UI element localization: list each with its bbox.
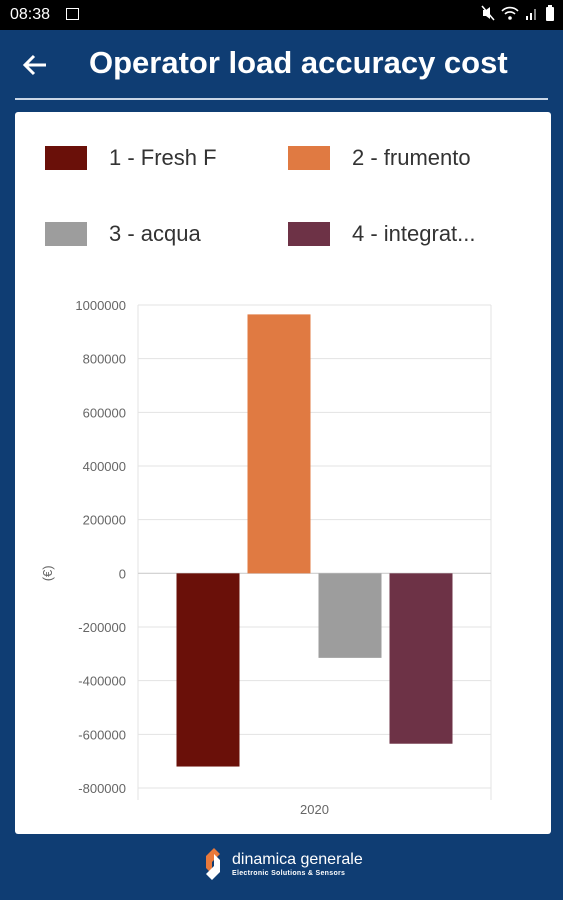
bar-1 xyxy=(176,573,240,767)
chart-card: 1 - Fresh F 2 - frumento 3 - acqua 4 - i… xyxy=(15,112,551,834)
legend-label: 2 - frumento xyxy=(352,145,471,170)
back-button[interactable] xyxy=(18,48,52,82)
y-tick-label: 800000 xyxy=(83,352,126,367)
status-icons xyxy=(481,5,555,21)
status-time: 08:38 xyxy=(10,6,51,23)
legend-item-frumento[interactable]: 2 - frumento xyxy=(288,145,471,171)
image-notification-icon xyxy=(66,8,79,20)
y-tick-label: 0 xyxy=(119,566,126,581)
y-axis-label: (€) xyxy=(40,565,55,581)
bar-chart: 1000000 800000 600000 400000 200000 0 -200000 -… xyxy=(40,298,492,817)
brand-logo: dinamica generale Electronic Solutions &… xyxy=(200,846,363,882)
y-tick-label: -200000 xyxy=(78,620,126,635)
y-tick-label: 1000000 xyxy=(75,298,126,313)
legend-label: 3 - acqua xyxy=(109,221,201,246)
legend-label: 1 - Fresh F xyxy=(109,145,217,170)
y-tick-label: 600000 xyxy=(83,405,126,420)
arrow-left-icon xyxy=(22,54,46,76)
app-bar-divider xyxy=(15,98,548,100)
bar-3 xyxy=(318,573,382,658)
bar-2 xyxy=(247,314,311,574)
mute-icon xyxy=(481,5,495,21)
status-bar: 08:38 xyxy=(0,0,563,30)
x-tick-label: 2020 xyxy=(300,802,329,817)
footer: dinamica generale Electronic Solutions &… xyxy=(0,834,563,900)
y-tick-label: -400000 xyxy=(78,674,126,689)
legend-item-fresh-f[interactable]: 1 - Fresh F xyxy=(45,145,217,171)
dinamica-generale-logo-icon xyxy=(206,848,220,880)
y-tick-label: 200000 xyxy=(83,513,126,528)
y-tick-label: -800000 xyxy=(78,781,126,796)
page-title: Operator load accuracy cost xyxy=(89,45,508,80)
bar-4 xyxy=(389,573,453,744)
legend-swatch xyxy=(288,222,330,246)
battery-icon xyxy=(546,5,554,21)
legend-item-acqua[interactable]: 3 - acqua xyxy=(45,221,201,247)
brand-tagline: Electronic Solutions & Sensors xyxy=(232,869,346,877)
signal-icon xyxy=(526,9,536,20)
legend-label: 4 - integrat... xyxy=(352,221,476,246)
legend-swatch xyxy=(45,146,87,170)
y-tick-label: 400000 xyxy=(83,459,126,474)
y-tick-label: -600000 xyxy=(78,727,126,742)
brand-name: dinamica generale xyxy=(232,850,363,868)
legend-swatch xyxy=(45,222,87,246)
wifi-icon xyxy=(501,6,519,20)
legend-swatch xyxy=(288,146,330,170)
legend-item-integrat[interactable]: 4 - integrat... xyxy=(288,221,476,247)
app-bar: Operator load accuracy cost xyxy=(0,30,563,100)
